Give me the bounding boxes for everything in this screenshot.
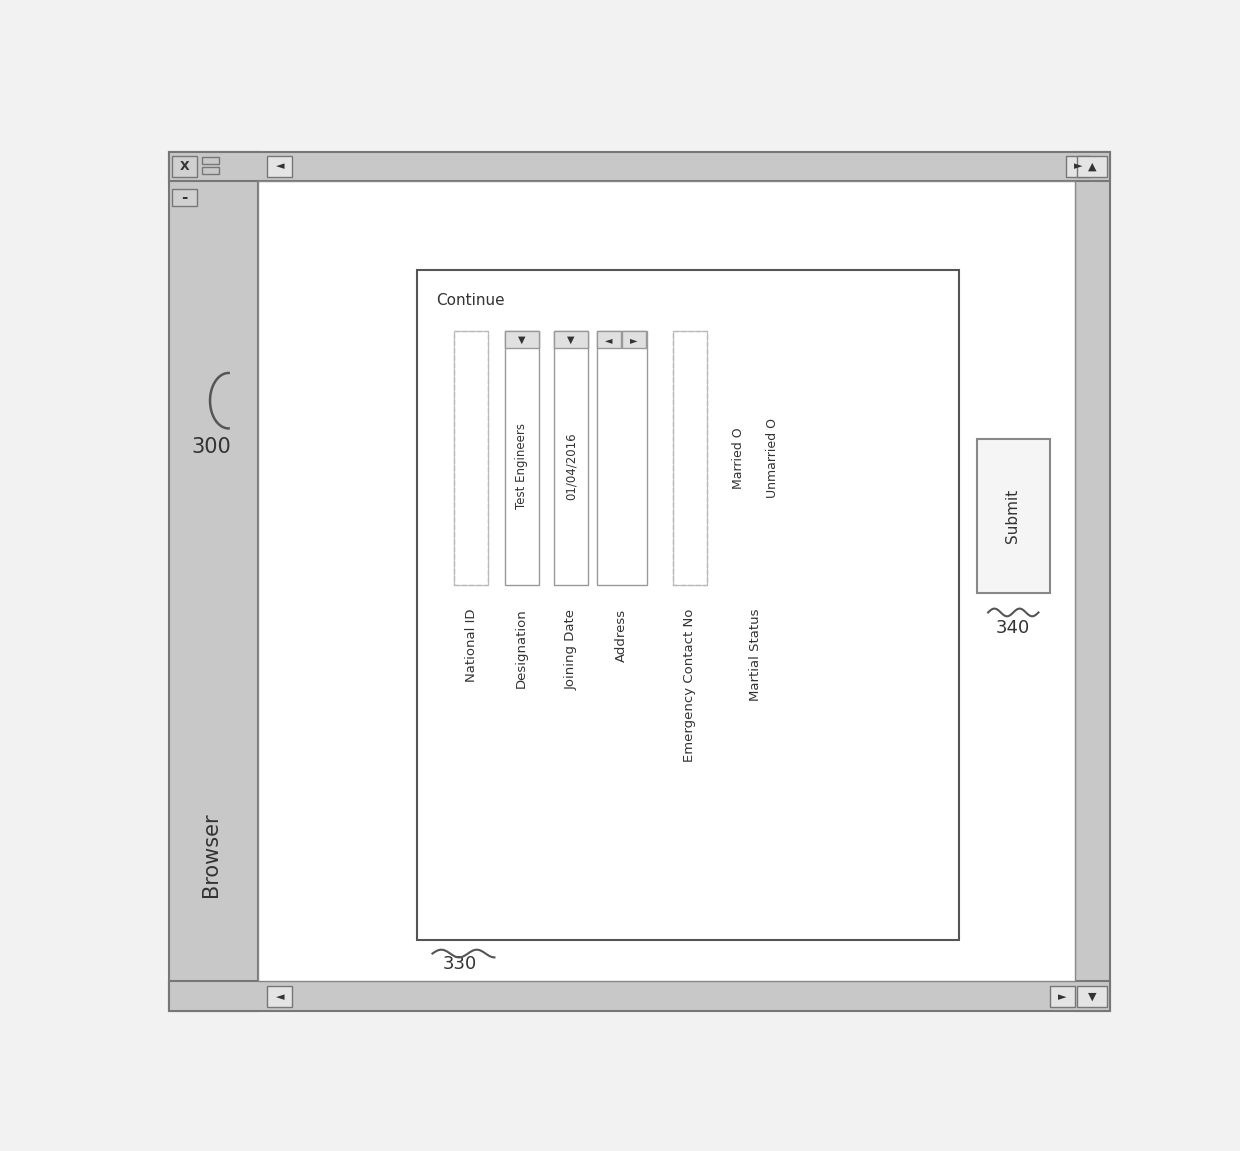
Text: ▼: ▼ [568, 335, 575, 345]
Text: 01/04/2016: 01/04/2016 [564, 433, 578, 500]
Text: Martial Status: Martial Status [749, 609, 763, 701]
Bar [505, 331, 538, 586]
Text: ►: ► [630, 335, 637, 345]
Bar [169, 982, 1110, 1011]
Text: ▼: ▼ [518, 335, 526, 345]
Bar [258, 181, 1075, 982]
Text: Designation: Designation [515, 609, 528, 688]
Text: Address: Address [615, 609, 627, 662]
Bar [169, 152, 1110, 181]
Text: ►: ► [1058, 992, 1066, 1001]
Bar [454, 331, 489, 586]
Bar [172, 189, 197, 206]
Text: ◄: ◄ [275, 161, 284, 171]
Bar [977, 440, 1050, 593]
Bar [268, 986, 293, 1007]
Text: Test Engineers: Test Engineers [515, 424, 528, 509]
Text: Browser: Browser [201, 813, 221, 898]
Text: ◄: ◄ [275, 992, 284, 1001]
Text: ▲: ▲ [1087, 161, 1096, 171]
Bar [454, 331, 489, 586]
Text: Joining Date: Joining Date [564, 609, 578, 689]
Text: X: X [180, 160, 190, 173]
Bar [268, 155, 293, 177]
Text: Unmarried O: Unmarried O [766, 419, 779, 498]
Bar [1065, 155, 1090, 177]
Bar [672, 331, 707, 586]
Text: 300: 300 [191, 437, 231, 457]
Bar [596, 331, 647, 586]
Text: ►: ► [1074, 161, 1083, 171]
Text: Married O: Married O [732, 428, 745, 489]
Bar [201, 167, 218, 174]
Bar [201, 158, 218, 165]
Bar [596, 331, 621, 349]
Text: Emergency Contact No: Emergency Contact No [683, 609, 696, 762]
Bar [672, 331, 707, 586]
Bar [622, 331, 646, 349]
Bar [169, 152, 258, 1011]
Bar [1075, 152, 1110, 1011]
Bar [172, 155, 197, 177]
Text: 330: 330 [443, 955, 476, 974]
Bar [1078, 155, 1107, 177]
Text: ▼: ▼ [1087, 992, 1096, 1001]
Text: ◄: ◄ [605, 335, 613, 345]
Bar [505, 331, 538, 349]
Bar [554, 331, 588, 349]
Bar [417, 269, 960, 939]
Text: Continue: Continue [436, 292, 505, 307]
Text: 340: 340 [996, 619, 1030, 637]
Bar [554, 331, 588, 586]
Bar [1050, 986, 1075, 1007]
Text: Submit: Submit [1006, 489, 1021, 543]
Text: -: - [181, 190, 187, 205]
Bar [1078, 986, 1107, 1007]
Text: National ID: National ID [465, 609, 477, 683]
